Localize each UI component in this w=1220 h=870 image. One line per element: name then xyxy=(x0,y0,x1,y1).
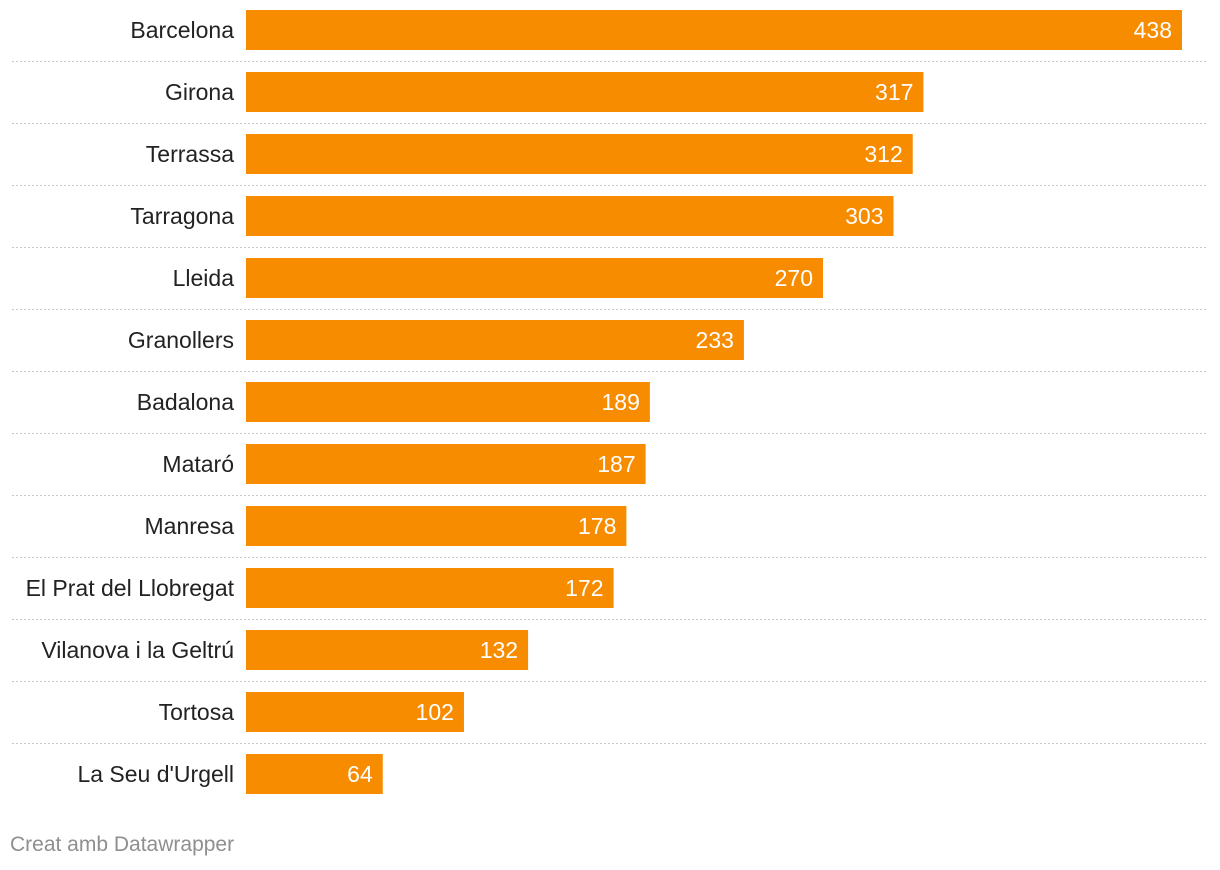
value-label: 102 xyxy=(416,699,454,725)
value-label: 270 xyxy=(775,265,813,291)
value-label: 132 xyxy=(480,637,518,663)
bar xyxy=(246,134,913,174)
category-label: Terrassa xyxy=(146,141,234,167)
value-label: 233 xyxy=(696,327,734,353)
category-label: Mataró xyxy=(162,451,234,477)
value-label: 317 xyxy=(875,79,913,105)
bar xyxy=(246,568,614,608)
value-label: 189 xyxy=(602,389,640,415)
bar xyxy=(246,630,529,670)
category-label: Tarragona xyxy=(130,203,234,229)
bar xyxy=(246,258,823,298)
bar xyxy=(246,72,924,112)
bar xyxy=(246,754,383,794)
bar xyxy=(246,10,1182,50)
bar xyxy=(246,692,464,732)
value-label: 312 xyxy=(864,141,902,167)
bar-chart: Barcelona 438 Girona 317 Terrassa 312 Tarragon… xyxy=(12,10,1208,794)
category-label: Granollers xyxy=(128,327,234,353)
value-label: 438 xyxy=(1134,17,1172,43)
value-label: 172 xyxy=(565,575,603,601)
value-label: 178 xyxy=(578,513,616,539)
bar xyxy=(246,320,744,360)
value-label: 303 xyxy=(845,203,883,229)
category-label: La Seu d'Urgell xyxy=(77,761,234,787)
category-label: Girona xyxy=(165,79,234,105)
category-label: Barcelona xyxy=(130,17,234,43)
credit-text: Creat amb Datawrapper xyxy=(10,833,235,856)
category-label: Vilanova i la Geltrú xyxy=(41,637,234,663)
bar xyxy=(246,382,650,422)
category-label: Badalona xyxy=(137,389,234,415)
bar xyxy=(246,196,894,236)
value-label: 187 xyxy=(597,451,635,477)
category-label: Tortosa xyxy=(159,699,235,725)
value-label: 64 xyxy=(347,761,373,787)
bar xyxy=(246,506,627,546)
category-label: Manresa xyxy=(145,513,235,539)
bar xyxy=(246,444,646,484)
category-label: Lleida xyxy=(173,265,235,291)
category-label: El Prat del Llobregat xyxy=(26,575,235,601)
